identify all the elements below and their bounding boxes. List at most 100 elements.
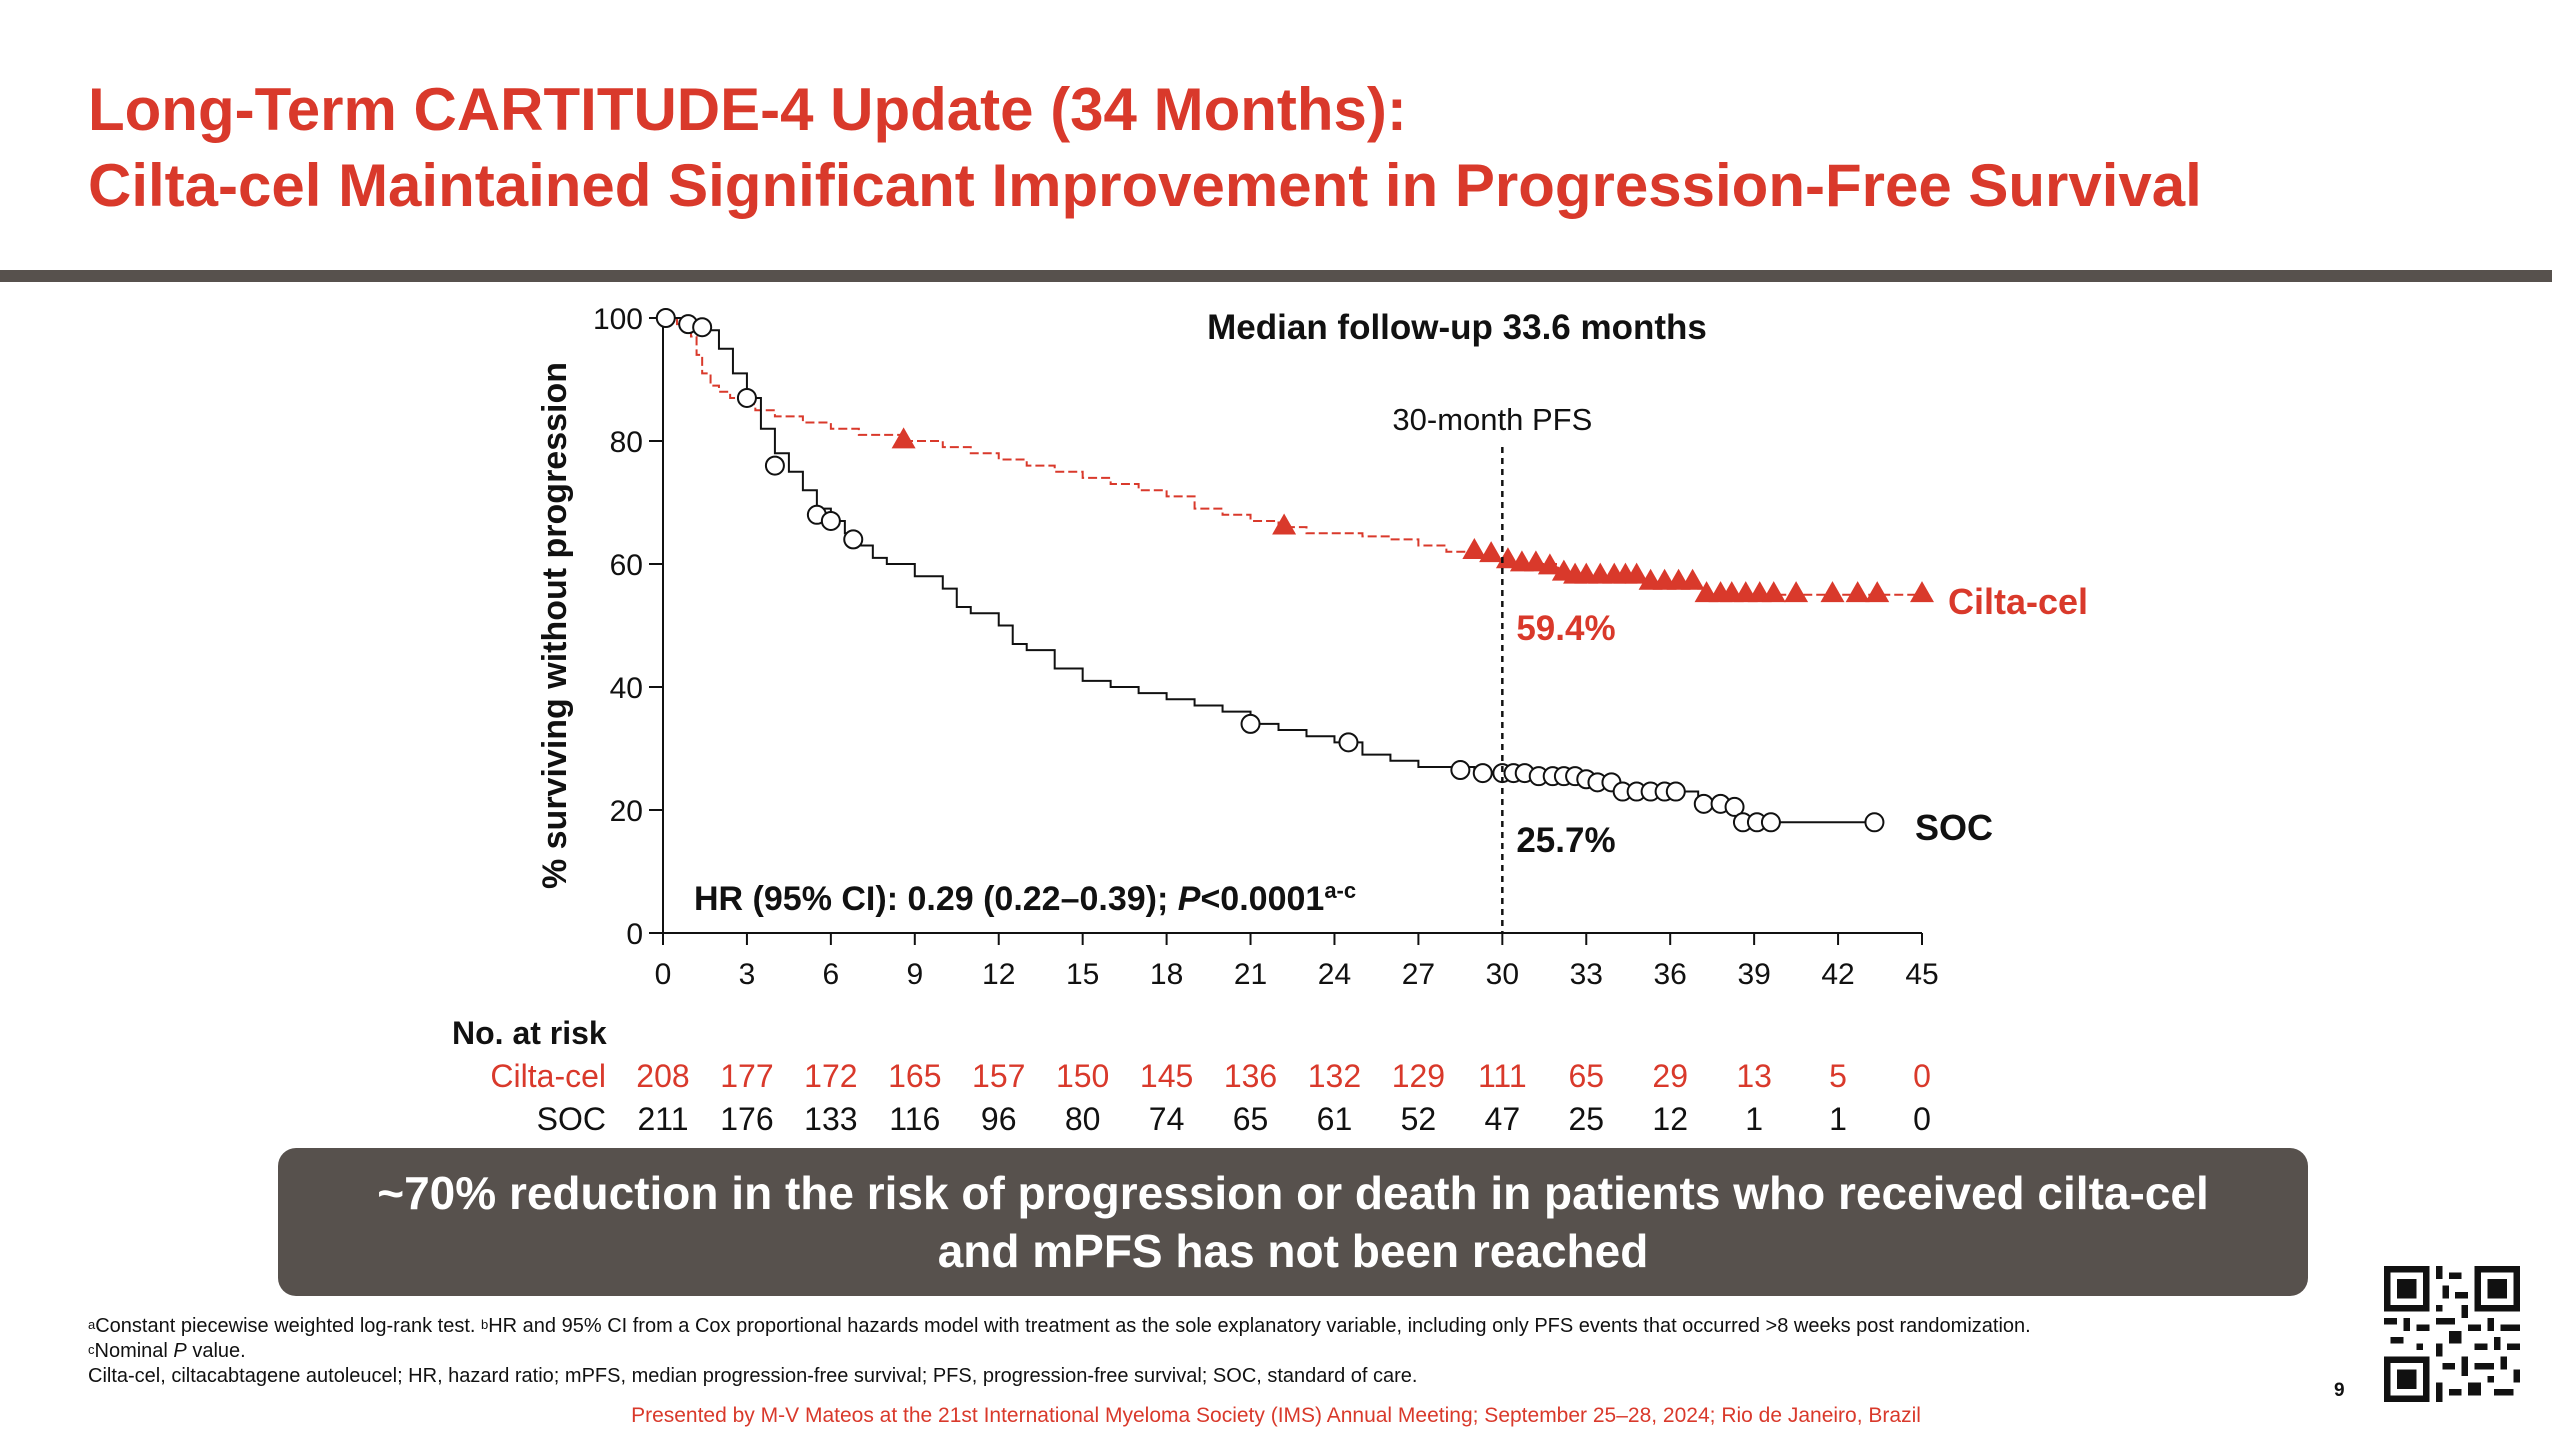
footnote-ab: aConstant piecewise weighted log-rank te… — [88, 1314, 2338, 1339]
x-tick-label: 18 — [1150, 958, 1183, 991]
risk-value: 65 — [1568, 1058, 1605, 1094]
risk-value: 177 — [720, 1058, 774, 1094]
censor-marker-cilta — [1495, 547, 1520, 569]
risk-value: 29 — [1652, 1058, 1688, 1094]
risk-value: 136 — [1223, 1058, 1278, 1094]
x-tick-label: 42 — [1821, 958, 1854, 991]
x-tick-label: 15 — [1066, 958, 1099, 991]
censor-marker-soc — [1864, 812, 1885, 833]
slide-title: Long-Term CARTITUDE-4 Update (34 Months)… — [88, 72, 2202, 224]
censor-marker-soc — [692, 317, 713, 338]
series-line-cilta-cel — [663, 317, 1922, 596]
censor-marker-soc — [843, 529, 864, 550]
footnote-a: Constant piecewise weighted log-rank tes… — [95, 1315, 481, 1337]
banner-line-2: and mPFS has not been reached — [937, 1225, 1649, 1277]
key-finding-banner: ~70% reduction in the risk of progressio… — [278, 1148, 2308, 1296]
x-tick-label: 33 — [1570, 958, 1603, 991]
risk-value: 150 — [1055, 1058, 1110, 1094]
risk-row-cilta: Cilta-cel 208 177 172 165 157 150 145 136 132 129… — [0, 1058, 2552, 1102]
risk-value: 133 — [804, 1101, 858, 1137]
censor-marker-soc — [764, 455, 785, 476]
footnote-c: cNominal P value. — [88, 1339, 2338, 1364]
y-tick-label: 60 — [610, 549, 643, 582]
risk-row-label: SOC — [536, 1101, 606, 1137]
risk-value: 61 — [1316, 1101, 1353, 1137]
censor-marker-cilta — [1523, 550, 1548, 572]
censor-marker-cilta — [1761, 581, 1786, 603]
risk-value: 0 — [1913, 1101, 1931, 1137]
title-line-2: Cilta-cel Maintained Significant Improve… — [88, 152, 2202, 219]
risk-value: 172 — [804, 1058, 858, 1094]
series-label-soc: SOC — [1915, 807, 1993, 848]
title-line-1: Long-Term CARTITUDE-4 Update (34 Months)… — [88, 76, 1407, 143]
risk-value: 1 — [1829, 1101, 1847, 1137]
risk-value: 5 — [1829, 1058, 1847, 1094]
censor-marker-soc — [655, 308, 676, 328]
x-tick-label: 36 — [1654, 958, 1687, 991]
risk-value: 12 — [1652, 1101, 1688, 1137]
footnote-c-text: Nominal — [94, 1340, 174, 1362]
censor-marker-soc — [1760, 812, 1781, 833]
x-tick-label: 21 — [1234, 958, 1267, 991]
censor-marker-cilta — [1462, 538, 1487, 560]
censor-marker-soc — [736, 387, 757, 408]
chart-title: Median follow-up 33.6 months — [1207, 308, 1707, 347]
risk-value: 52 — [1400, 1101, 1437, 1137]
risk-value: 132 — [1307, 1058, 1362, 1094]
banner-line-1: ~70% reduction in the risk of progressio… — [377, 1167, 2209, 1219]
hr-main: HR (95% CI): 0.29 (0.22–0.39); — [694, 880, 1178, 918]
risk-value: 129 — [1391, 1058, 1446, 1094]
censor-marker-cilta — [1680, 568, 1705, 590]
censor-marker-soc — [1693, 793, 1714, 814]
abbreviations: Cilta-cel, ciltacabtagene autoleucel; HR… — [88, 1365, 1418, 1387]
risk-value: 47 — [1484, 1101, 1521, 1137]
risk-value: 208 — [636, 1058, 690, 1094]
censor-marker-cilta — [1624, 562, 1649, 584]
x-tick-label: 45 — [1905, 958, 1938, 991]
x-tick-label: 0 — [655, 958, 672, 991]
censor-marker-soc — [1240, 713, 1261, 734]
x-axis-label: months — [1237, 997, 1349, 1000]
risk-value: 211 — [637, 1101, 689, 1137]
y-tick-label: 40 — [610, 672, 643, 705]
hr-superscript: a-c — [1324, 878, 1356, 903]
series-label-cilta-cel: Cilta-cel — [1948, 581, 2088, 622]
qr-code-icon[interactable] — [2384, 1266, 2520, 1402]
x-tick-label: 39 — [1737, 958, 1770, 991]
hr-value: <0.0001 — [1200, 880, 1324, 918]
x-tick-label: 12 — [982, 958, 1015, 991]
series-line-soc — [663, 317, 1881, 824]
footnote-b-marker: b — [481, 1317, 489, 1332]
x-tick-label: 9 — [906, 958, 923, 991]
risk-table-header: No. at risk — [452, 1015, 607, 1051]
risk-value: 1 — [1745, 1101, 1764, 1137]
y-tick-label: 100 — [593, 303, 643, 336]
reference-line-label: 30-month PFS — [1392, 402, 1592, 437]
risk-value: 111 — [1478, 1058, 1527, 1094]
censor-marker-cilta — [1272, 513, 1297, 535]
censor-marker-cilta — [1865, 581, 1890, 603]
footnote-b: HR and 95% CI from a Cox proportional ha… — [488, 1315, 2031, 1337]
risk-row-soc: SOC 211 176 133 116 96 80 74 65 61 52 47 25 12 1 1 0 — [0, 1101, 2552, 1145]
risk-value: 0 — [1913, 1058, 1931, 1094]
censor-marker-soc — [1665, 781, 1686, 802]
footnotes: aConstant piecewise weighted log-rank te… — [88, 1314, 2338, 1389]
y-tick-label: 0 — [626, 918, 643, 951]
censor-marker-cilta — [1910, 581, 1934, 603]
x-tick-label: 27 — [1402, 958, 1435, 991]
risk-value: 74 — [1148, 1101, 1185, 1137]
footnote-a-marker: a — [88, 1317, 96, 1332]
value-at-30-cilta-cel: 59.4% — [1516, 609, 1615, 648]
censor-marker-soc — [1450, 760, 1471, 781]
risk-value: 165 — [888, 1058, 942, 1094]
chart-labels: months % surviving without progression Med… — [536, 308, 2088, 1000]
risk-value: 145 — [1139, 1058, 1194, 1094]
presented-by: Presented by M-V Mateos at the 21st Inte… — [631, 1404, 1921, 1427]
censor-marker-cilta — [1845, 581, 1870, 603]
risk-value: 80 — [1064, 1101, 1101, 1137]
risk-value: 157 — [972, 1058, 1026, 1094]
censor-marker-cilta — [1820, 581, 1845, 603]
y-tick-label: 20 — [610, 795, 643, 828]
